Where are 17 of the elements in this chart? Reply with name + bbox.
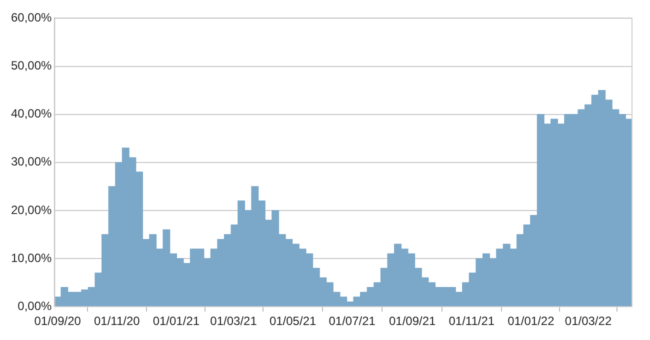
x-tick-label: 01/03/22 [564,314,612,328]
x-tick-label: 01/07/21 [328,314,376,328]
x-tick-label: 01/05/21 [269,314,316,328]
y-tick-label: 10,00% [10,250,52,265]
x-tick-label: 01/11/21 [448,314,495,328]
x-tick-label: 01/09/21 [388,314,436,328]
y-tick-label: 30,00% [10,154,52,169]
y-tick-label: 20,00% [10,202,52,217]
x-tick-label: 01/01/21 [152,314,200,328]
x-tick-label: 01/01/22 [508,314,555,328]
x-tick-label: 01/09/20 [34,314,82,328]
x-tick-label: 01/03/21 [210,314,258,328]
y-tick-label: 40,00% [10,106,52,121]
y-tick-label: 60,00% [10,10,52,25]
x-tick-label: 01/11/20 [94,314,140,328]
y-tick-label: 50,00% [10,58,52,73]
y-tick-label: 0,00% [18,298,52,313]
